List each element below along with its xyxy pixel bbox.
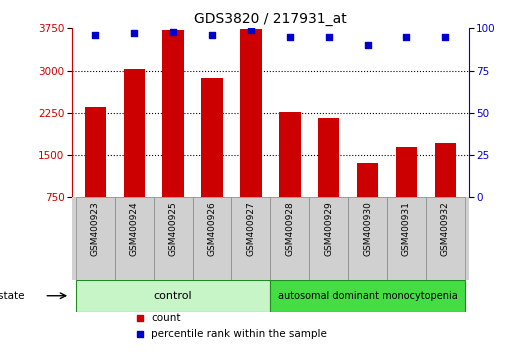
Text: GSM400931: GSM400931 (402, 201, 411, 256)
Point (441, 34, 450, 40)
Bar (85, 107, 106, 197)
Text: GSM400930: GSM400930 (363, 201, 372, 256)
Text: control: control (154, 291, 193, 301)
Text: GSM400924: GSM400924 (130, 201, 139, 256)
Point (135, 331, 144, 337)
Point (208, 32, 216, 38)
Point (364, 42, 372, 48)
Text: autosomal dominant monocytopenia: autosomal dominant monocytopenia (278, 291, 457, 301)
Text: GSM400923: GSM400923 (91, 201, 100, 256)
Text: GSM400928: GSM400928 (285, 201, 294, 256)
Title: GDS3820 / 217931_at: GDS3820 / 217931_at (194, 12, 347, 26)
Bar (435, 143, 456, 197)
Bar (396, 147, 417, 197)
Bar (270, 197, 309, 280)
Bar (318, 118, 339, 197)
Bar (387, 197, 426, 280)
Bar (357, 163, 378, 197)
Point (286, 34, 294, 40)
Bar (240, 29, 262, 197)
Point (91, 32, 99, 38)
Bar (348, 197, 387, 280)
Point (130, 30, 139, 36)
Bar (270, 280, 465, 312)
Bar (201, 78, 223, 197)
Text: GSM400929: GSM400929 (324, 201, 333, 256)
Point (402, 34, 410, 40)
Bar (76, 197, 115, 280)
Bar (124, 69, 145, 197)
Text: count: count (151, 313, 181, 323)
Text: GSM400927: GSM400927 (247, 201, 255, 256)
Point (324, 34, 333, 40)
Bar (426, 197, 465, 280)
Bar (193, 197, 232, 280)
Bar (154, 197, 193, 280)
Bar (115, 197, 154, 280)
Text: disease state: disease state (0, 291, 25, 301)
Point (169, 29, 177, 35)
Point (247, 27, 255, 33)
Text: percentile rank within the sample: percentile rank within the sample (151, 329, 328, 339)
Bar (232, 197, 270, 280)
Text: GSM400932: GSM400932 (441, 201, 450, 256)
Text: GSM400925: GSM400925 (169, 201, 178, 256)
Bar (309, 197, 348, 280)
Text: GSM400926: GSM400926 (208, 201, 217, 256)
Bar (76, 280, 270, 312)
Bar (279, 112, 301, 197)
Bar (163, 30, 184, 197)
Point (135, 315, 144, 321)
